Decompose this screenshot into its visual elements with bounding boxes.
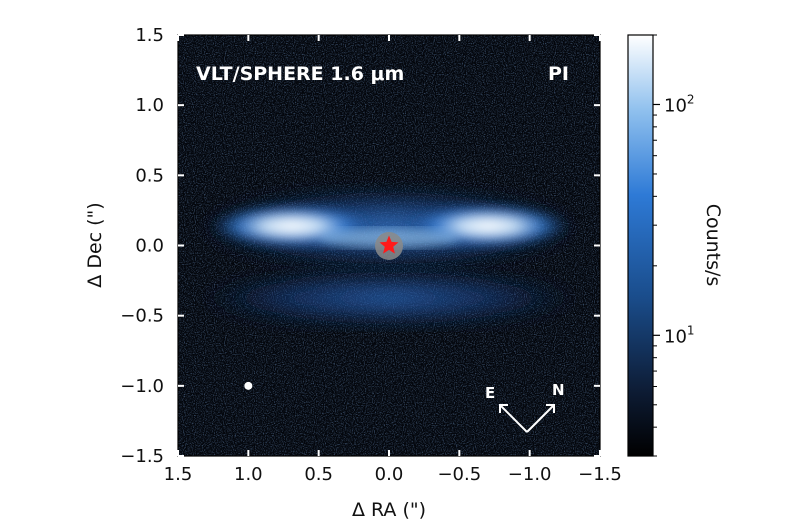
x-tick-label: −1.0 — [508, 464, 552, 485]
compass-east-arrowhead — [499, 404, 508, 413]
x-tick-label: 0.5 — [304, 464, 333, 485]
x-tick-label: 1.5 — [164, 464, 193, 485]
instrument-label: VLT/SPHERE 1.6 μm — [196, 63, 404, 85]
y-tick-label: 0.0 — [135, 236, 164, 257]
compass-east-arrow — [499, 404, 528, 433]
axis-ticks: 1.5 1.0 0.5 0.0 −0.5 −1.0 −1.51.51.00.50.0−0.5… — [120, 25, 622, 485]
y-tick-label: −1.0 — [120, 376, 164, 397]
colorbar-label: Counts/s — [702, 204, 724, 287]
compass-north-arrow — [526, 404, 555, 433]
y-tick-label: −0.5 — [120, 306, 164, 327]
y-tick-label: 1.5 — [135, 25, 164, 46]
x-tick-label: −0.5 — [437, 464, 481, 485]
colorbar-tick-label: 102 — [664, 92, 695, 116]
y-tick-label: 0.5 — [135, 165, 164, 186]
disk-lower-band — [199, 270, 579, 326]
x-tick-label: 0.0 — [375, 464, 404, 485]
disk-image: VLT/SPHERE 1.6 μm PI E N — [178, 35, 600, 456]
colorbar-ticks: 102 101 — [653, 34, 695, 457]
y-tick-label: 1.0 — [135, 95, 164, 116]
reference-dot — [244, 381, 253, 390]
compass — [499, 404, 555, 433]
x-axis-label: Δ RA (") — [352, 499, 426, 521]
compass-east-label: E — [485, 384, 495, 402]
mode-label: PI — [548, 63, 569, 85]
colorbar-tick-label: 101 — [664, 323, 695, 347]
y-tick-label: −1.5 — [120, 446, 164, 467]
x-tick-label: −1.5 — [578, 464, 622, 485]
compass-north-label: N — [552, 381, 565, 399]
star-marker — [379, 235, 399, 254]
y-axis-label: Δ Dec (") — [84, 202, 106, 287]
compass-north-arrowhead — [546, 404, 555, 413]
colorbar — [627, 34, 654, 457]
x-tick-label: 1.0 — [234, 464, 263, 485]
